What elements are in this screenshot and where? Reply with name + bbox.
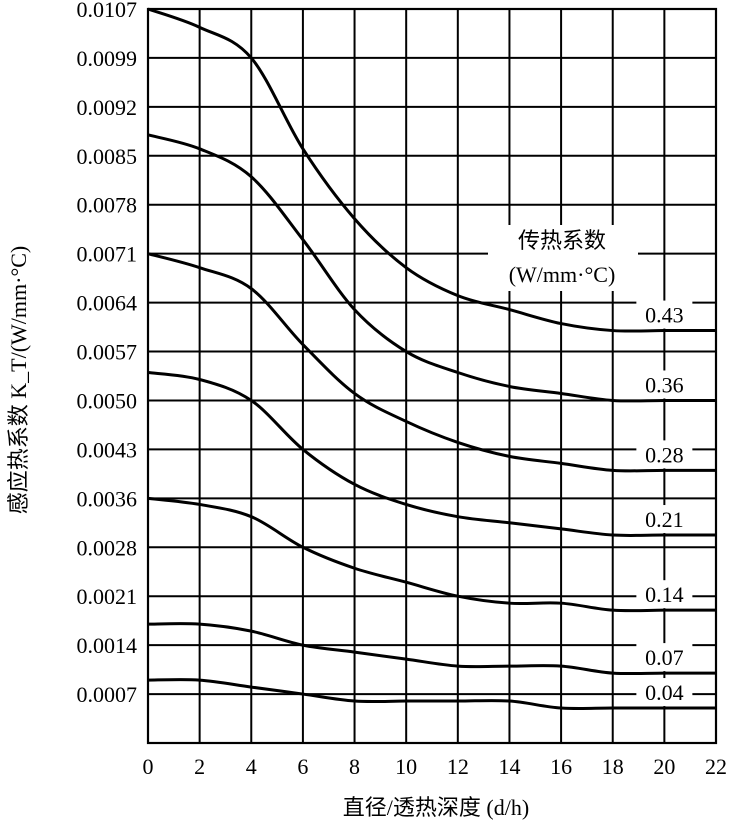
curve-label-bg (636, 643, 693, 672)
series-line-0.07 (147, 622, 716, 676)
x-tick-label: 20 (653, 754, 675, 779)
y-tick-label: 0.0021 (77, 584, 138, 609)
y-tick-label: 0.0028 (77, 535, 138, 560)
plot-frame (146, 7, 718, 745)
y-tick-label: 0.0043 (77, 437, 138, 462)
x-tick-label: 6 (297, 754, 308, 779)
curve-label: 0.36 (645, 372, 684, 397)
y-tick-label: 0.0078 (77, 193, 138, 218)
y-tick-label: 0.0050 (77, 388, 138, 413)
x-tick-label: 0 (143, 754, 154, 779)
x-tick-label: 10 (395, 754, 417, 779)
curve-label: 0.21 (645, 507, 684, 532)
x-tick-label: 16 (550, 754, 572, 779)
y-axis-label: 感应热系数 K_T/(W/mm·°C) (6, 246, 31, 515)
curve-label: 0.04 (645, 680, 684, 705)
y-tick-label: 0.0064 (77, 291, 138, 316)
legend-title-line1: 传热系数 (518, 228, 606, 253)
y-tick-label: 0.0099 (77, 46, 138, 71)
x-tick-label: 18 (602, 754, 624, 779)
y-tick-label: 0.0085 (77, 144, 138, 169)
curve-label: 0.28 (645, 442, 684, 467)
x-tick-label: 2 (194, 754, 205, 779)
y-tick-label: 0.0092 (77, 95, 138, 120)
y-tick-label: 0.0014 (77, 633, 138, 658)
series-line-0.14 (147, 496, 716, 613)
y-tick-label: 0.0107 (77, 0, 138, 22)
series-line-0.21 (147, 371, 716, 537)
tick-labels: 0 2 4 6 8 10 12 14 16 18 20 22 0.0007 0.0014 0.0021 0.0… (77, 0, 728, 779)
y-tick-label: 0.0071 (77, 242, 138, 267)
curve-label-bg (636, 678, 693, 707)
y-tick-label: 0.0057 (77, 340, 138, 365)
x-axis-label: 直径/透热深度 (d/h) (343, 795, 529, 820)
series-line-0.43 (147, 7, 716, 333)
curves (147, 7, 717, 711)
curve-label: 0.43 (645, 303, 684, 328)
y-tick-label: 0.0036 (77, 486, 138, 511)
curve-label-bg (636, 300, 693, 329)
legend-bg (488, 225, 638, 291)
x-tick-label: 8 (349, 754, 360, 779)
curve-label: 0.07 (645, 645, 684, 670)
x-tick-label: 22 (705, 754, 727, 779)
legend-title-line2: (W/mm·°C) (509, 262, 616, 287)
grid (146, 7, 718, 745)
curve-label-bg (636, 370, 693, 399)
curve-label-bg (636, 505, 693, 534)
x-tick-label: 12 (447, 754, 469, 779)
y-tick-label: 0.0007 (77, 682, 138, 707)
curve-label-bg (636, 440, 693, 469)
series-line-0.28 (147, 252, 716, 473)
curve-label-bg (636, 580, 693, 609)
series-line-0.04 (147, 678, 717, 711)
curve-labels: 0.43 0.36 0.28 0.21 0.14 0.07 0.04 (488, 225, 693, 707)
x-tick-label: 14 (498, 754, 520, 779)
x-tick-label: 4 (246, 754, 257, 779)
series-line-0.36 (147, 133, 716, 403)
curve-label: 0.14 (645, 582, 684, 607)
